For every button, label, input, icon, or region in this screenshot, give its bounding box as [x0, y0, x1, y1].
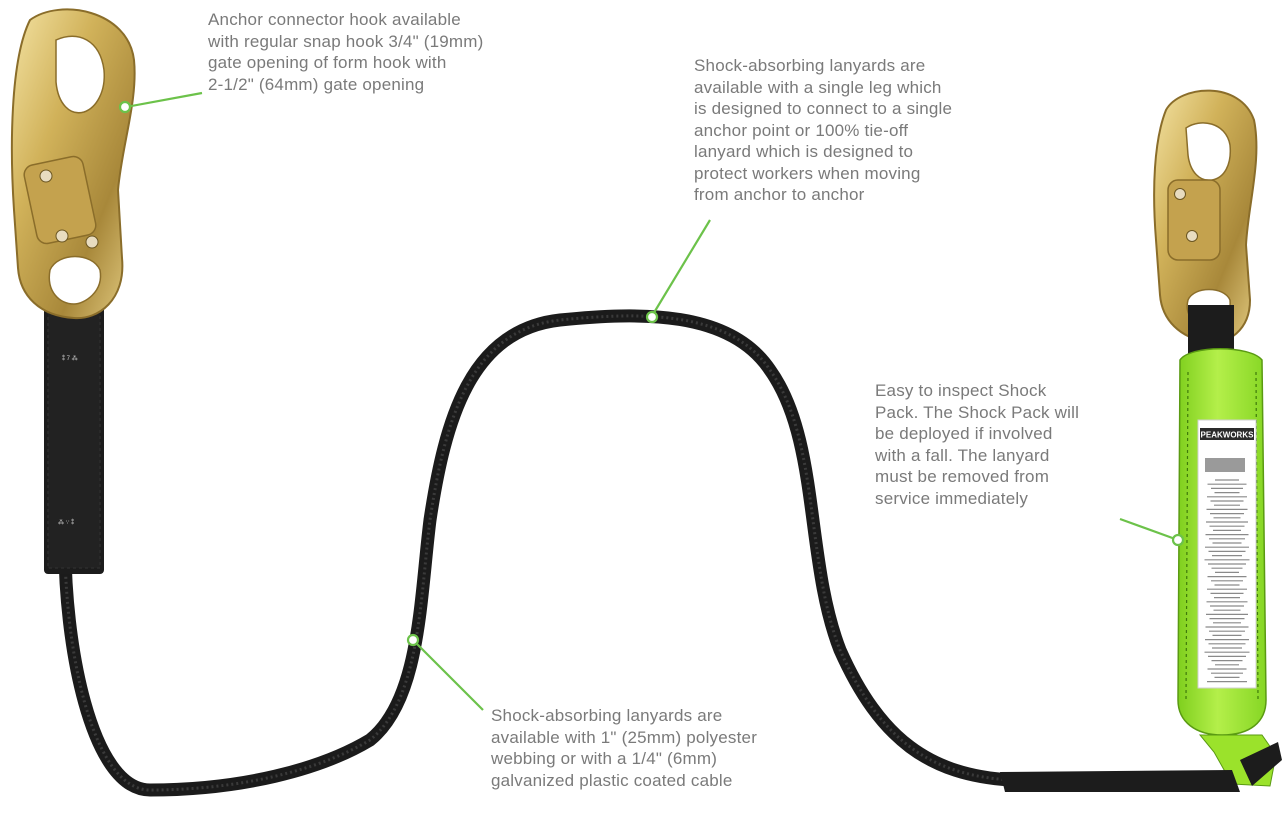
callout-anchor-hook-text: Anchor connector hook available with reg…: [208, 9, 484, 95]
callout-line: galvanized plastic coated cable: [491, 770, 733, 790]
callout-line: protect workers when moving: [694, 163, 921, 183]
callout-line: lanyard which is designed to: [694, 142, 914, 161]
callout-line: available with a single leg which: [694, 77, 942, 97]
right-snap-hook: [1153, 89, 1258, 344]
callout-anchor-connector: [118, 91, 203, 114]
right-webbing-loop: [1000, 734, 1282, 792]
callout-legs-text: Shock-absorbing lanyards are available w…: [694, 55, 952, 206]
callout-line: is designed to connect to a single: [694, 99, 953, 118]
left-webbing-tail: ⁑ 7 ⁂ ⁂ ∵ ⁑: [44, 284, 104, 574]
callout-line: with a fall. The lanyard: [875, 445, 1050, 465]
callout-shock-connector: [1119, 517, 1185, 547]
svg-text:⁑ 7 ⁂: ⁑ 7 ⁂: [62, 355, 78, 362]
callout-line: service immediately: [875, 488, 1029, 508]
lanyard-webbing-highlight: [63, 291, 1225, 792]
callout-legs-connector: [645, 219, 711, 324]
callout-lines: [118, 91, 1185, 711]
callout-line: webbing or with a 1/4" (6mm): [491, 749, 718, 768]
callout-line: available with 1" (25mm) polyester: [491, 727, 758, 747]
callout-line: Pack. The Shock Pack will: [875, 402, 1080, 422]
callout-webbing-text: Shock-absorbing lanyards are available w…: [491, 705, 757, 791]
left-snap-hook: [10, 8, 136, 320]
svg-text:⁂ ∵ ⁑: ⁂ ∵ ⁑: [58, 519, 74, 526]
callout-line: must be removed from: [875, 467, 1050, 486]
callout-line: with regular snap hook 3/4" (19mm): [208, 31, 484, 51]
callout-line: Shock-absorbing lanyards are: [491, 706, 723, 725]
callout-line: Shock-absorbing lanyards are: [694, 56, 926, 75]
callout-line: Easy to inspect Shock: [875, 381, 1047, 400]
callout-line: be deployed if involved: [875, 424, 1053, 443]
callout-shock-pack-text: Easy to inspect Shock Pack. The Shock Pa…: [875, 380, 1079, 509]
callout-line: Anchor connector hook available: [208, 10, 461, 29]
callout-line: from anchor to anchor: [694, 185, 865, 204]
shock-pack-brand: PEAKWORKS: [1201, 431, 1255, 440]
callout-webbing-connector: [406, 633, 484, 711]
shock-pack: PEAKWORKS: [1177, 348, 1267, 736]
callout-line: anchor point or 100% tie-off: [694, 120, 909, 140]
shock-pack-fine-print: [1204, 479, 1250, 683]
callout-line: gate opening of form hook with: [208, 53, 447, 72]
callout-line: 2-1/2" (64mm) gate opening: [208, 74, 425, 94]
